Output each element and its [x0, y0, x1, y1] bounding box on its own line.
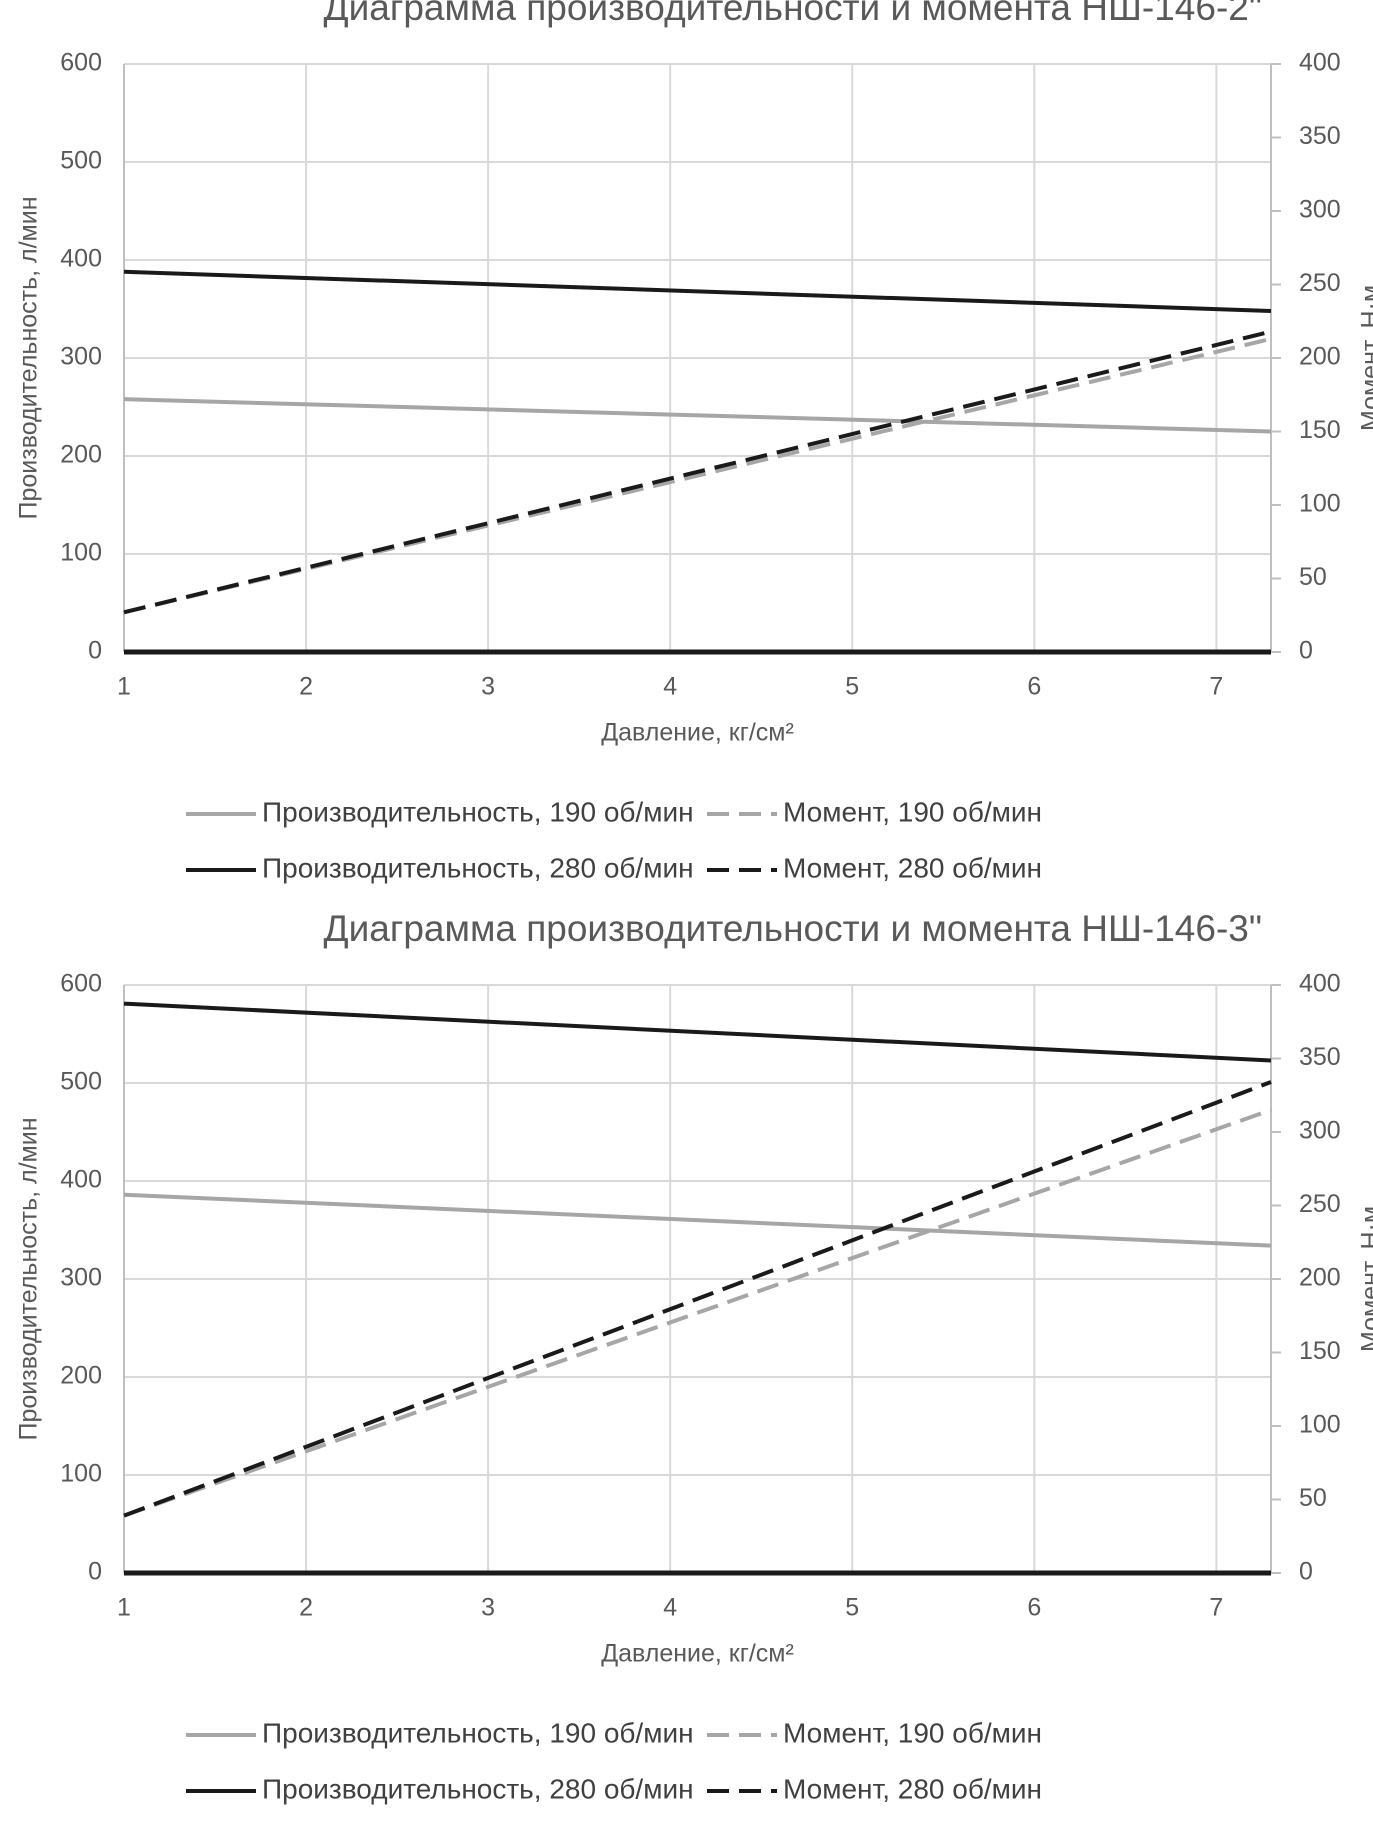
x-tick-label: 4 — [663, 673, 677, 701]
y-tick-label: 400 — [60, 245, 102, 273]
y-tick-label: 600 — [60, 49, 102, 77]
y-tick-label: 0 — [88, 637, 102, 665]
x-axis-label: Давление, кг/см² — [601, 719, 794, 747]
y2-tick-label: 300 — [1299, 196, 1341, 224]
x-tick-label: 7 — [1209, 1594, 1223, 1622]
x-axis-label: Давление, кг/см² — [601, 1640, 794, 1668]
legend-label: Момент, 190 об/мин — [783, 1717, 1042, 1748]
x-tick-label: 3 — [481, 673, 495, 701]
x-tick-label: 2 — [299, 1594, 313, 1622]
y-tick-label: 0 — [88, 1558, 102, 1586]
y2-tick-label: 0 — [1299, 1558, 1313, 1586]
y2-axis-label: Момент, Н·м — [1357, 1206, 1373, 1352]
y-axis-label: Производительность, л/мин — [15, 196, 43, 519]
y2-tick-label: 300 — [1299, 1117, 1341, 1145]
y2-tick-label: 350 — [1299, 122, 1341, 150]
y2-tick-label: 350 — [1299, 1043, 1341, 1071]
series-line — [123, 1192, 1272, 1248]
x-tick-label: 1 — [117, 1594, 131, 1622]
y-tick-label: 600 — [60, 970, 102, 998]
y2-axis-label: Момент, Н·м — [1357, 285, 1373, 431]
x-tick-label: 6 — [1027, 1594, 1041, 1622]
y2-tick-label: 50 — [1299, 1484, 1327, 1512]
y-tick-label: 300 — [60, 343, 102, 371]
y-tick-label: 400 — [60, 1166, 102, 1194]
series-line — [123, 269, 1272, 313]
y2-tick-label: 150 — [1299, 416, 1341, 444]
y-tick-label: 200 — [60, 1362, 102, 1390]
x-tick-label: 7 — [1209, 673, 1223, 701]
y-tick-label: 500 — [60, 1068, 102, 1096]
series-line — [123, 1001, 1272, 1063]
legend-label: Момент, 280 об/мин — [783, 1773, 1042, 1804]
y-axis-label: Производительность, л/мин — [15, 1117, 43, 1440]
legend-label: Производительность, 190 об/мин — [262, 1717, 694, 1748]
y-tick-label: 300 — [60, 1264, 102, 1292]
y2-tick-label: 200 — [1299, 343, 1341, 371]
y2-tick-label: 50 — [1299, 563, 1327, 591]
legend-label: Производительность, 280 об/мин — [262, 1773, 694, 1804]
series-line — [123, 329, 1272, 615]
legend-label: Момент, 190 об/мин — [783, 796, 1042, 827]
y-tick-label: 100 — [60, 1460, 102, 1488]
chart-title: Диаграмма производительности и момента Н… — [324, 908, 1262, 949]
y2-tick-label: 100 — [1299, 490, 1341, 518]
series-line — [123, 397, 1272, 434]
y2-tick-label: 200 — [1299, 1264, 1341, 1292]
x-tick-label: 2 — [299, 673, 313, 701]
x-tick-label: 3 — [481, 1594, 495, 1622]
legend-label: Производительность, 280 об/мин — [262, 852, 694, 883]
legend-label: Производительность, 190 об/мин — [262, 796, 694, 827]
y2-tick-label: 400 — [1299, 970, 1341, 998]
x-tick-label: 5 — [845, 1594, 859, 1622]
y2-tick-label: 0 — [1299, 637, 1313, 665]
y-tick-label: 200 — [60, 441, 102, 469]
y2-tick-label: 400 — [1299, 49, 1341, 77]
chart-title: Диаграмма производительности и момента Н… — [324, 0, 1262, 28]
x-tick-label: 6 — [1027, 673, 1041, 701]
x-tick-label: 4 — [663, 1594, 677, 1622]
y-tick-label: 500 — [60, 147, 102, 175]
x-tick-label: 1 — [117, 673, 131, 701]
y2-tick-label: 100 — [1299, 1411, 1341, 1439]
y2-tick-label: 250 — [1299, 1190, 1341, 1218]
y2-tick-label: 150 — [1299, 1337, 1341, 1365]
x-tick-label: 5 — [845, 673, 859, 701]
y-tick-label: 100 — [60, 539, 102, 567]
series-line — [123, 1108, 1272, 1518]
y2-tick-label: 250 — [1299, 269, 1341, 297]
legend-label: Момент, 280 об/мин — [783, 852, 1042, 883]
series-line — [123, 1080, 1272, 1518]
